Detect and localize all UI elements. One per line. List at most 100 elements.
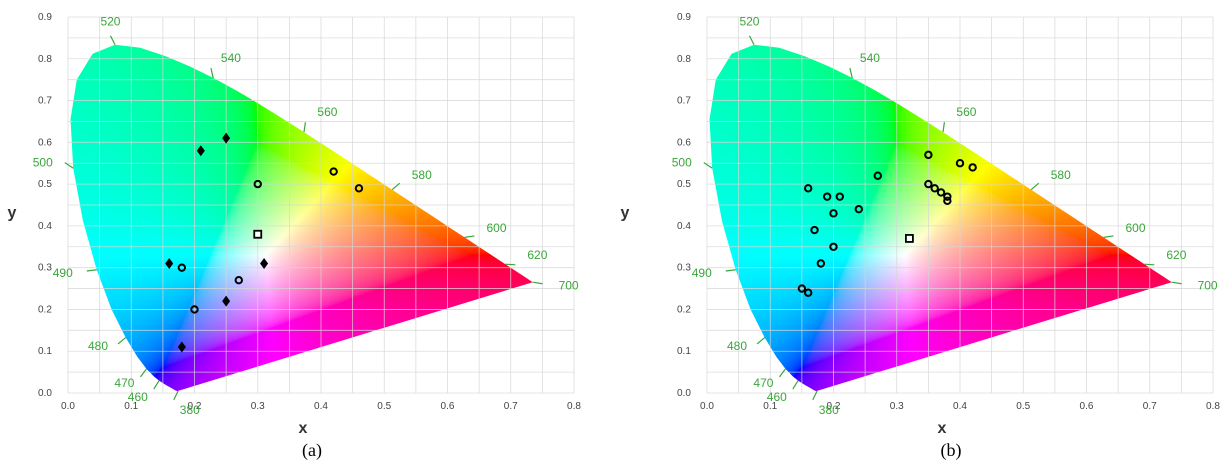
data-point-circle: [329, 167, 338, 176]
data-point-diamond: [222, 295, 231, 307]
y-tick-label: 0.1: [677, 346, 691, 357]
x-tick-label: 0.1: [763, 401, 777, 412]
y-tick-label: 0.7: [38, 96, 52, 107]
x-tick-label: 0.5: [377, 401, 391, 412]
grid: [67, 16, 575, 394]
data-point-circle: [943, 196, 952, 206]
y-tick-label: 0.9: [38, 12, 52, 23]
y-tick-label: 0.0: [677, 388, 691, 399]
wavelength-label: 520: [100, 15, 120, 29]
y-tick-label: 0.2: [677, 304, 691, 315]
x-tick-label: 0.4: [314, 401, 328, 412]
wavelength-label: 480: [727, 339, 747, 353]
y-tick-label: 0.4: [38, 221, 52, 232]
wavelength-label: 540: [221, 51, 241, 65]
y-tick-label: 0.7: [677, 96, 691, 107]
y-tick-label: 0.5: [38, 179, 52, 190]
x-axis-label: x: [299, 420, 308, 437]
wavelength-tick: [139, 368, 147, 378]
y-tick-label: 0.2: [38, 304, 52, 315]
data-point-diamond: [196, 145, 205, 157]
data-point-circle: [829, 209, 838, 218]
x-tick-label: 0.6: [441, 401, 455, 412]
chart-panel-b: 0.0 0.1 0.2 0.3 0.4 0.5 0.6 0.7 0.8 0.0 0.1 0.2 0.3 0…: [613, 0, 1226, 462]
wavelength-tick: [792, 380, 799, 390]
wavelength-tick: [64, 162, 74, 169]
y-tick-label: 0.1: [38, 346, 52, 357]
wavelength-tick: [703, 162, 713, 169]
x-tick-label: 0.2: [188, 401, 202, 412]
wavelength-tick: [1103, 235, 1114, 238]
panel-caption-a: (a): [302, 440, 322, 460]
data-point-circle: [943, 192, 952, 201]
wavelength-label: 700: [1198, 279, 1218, 293]
y-tick-label: 0.9: [677, 12, 691, 23]
data-point-circle: [190, 305, 199, 314]
x-tick-label: 0.0: [61, 401, 75, 412]
wavelength-label: 580: [1051, 168, 1071, 182]
data-point-circle: [253, 179, 262, 189]
y-tick-label: 0.3: [677, 263, 691, 274]
chromaticity-chart-b: 0.0 0.1 0.2 0.3 0.4 0.5 0.6 0.7 0.8 0.0 0.1 0.2 0.3 0…: [621, 12, 1221, 437]
panel-caption-b: (b): [940, 440, 962, 460]
x-tick-label: 0.4: [953, 401, 967, 412]
wavelength-tick: [532, 281, 543, 285]
x-tick-label: 0.2: [827, 401, 841, 412]
data-point-circle: [924, 179, 933, 189]
data-point-circle: [854, 204, 864, 214]
wavelength-label: 560: [956, 105, 976, 119]
wavelength-tick: [86, 269, 97, 272]
wavelength-tick: [464, 235, 475, 238]
wavelength-tick: [1144, 263, 1155, 266]
data-point-circle: [930, 184, 939, 193]
wavelength-tick: [153, 380, 160, 390]
wavelength-tick: [756, 337, 766, 345]
data-point-circle: [354, 184, 364, 193]
wavelength-tick: [109, 35, 116, 45]
wavelength-label: 540: [860, 51, 880, 65]
data-point-circle: [924, 150, 933, 160]
wavelength-label: 460: [128, 390, 148, 404]
x-tick-label: 0.0: [700, 401, 714, 412]
y-tick-label: 0.8: [38, 54, 52, 65]
data-point-circle: [873, 171, 882, 180]
wavelength-label: 580: [412, 168, 432, 182]
data-point-circle: [955, 159, 965, 168]
data-point-circle: [234, 276, 243, 285]
wavelength-tick: [505, 263, 516, 266]
x-tick-label: 0.8: [567, 401, 581, 412]
wavelength-tick: [117, 337, 127, 345]
wavelength-label: 620: [527, 248, 547, 262]
x-tick-label: 0.3: [890, 401, 904, 412]
x-axis-label: x: [938, 420, 947, 437]
wavelength-tick: [748, 35, 755, 45]
data-point-circle: [968, 163, 977, 172]
data-point-circle: [797, 284, 807, 293]
wavelength-tick: [1030, 182, 1040, 191]
data-point-circle: [829, 242, 838, 251]
data-point-diamond: [165, 257, 174, 269]
y-tick-label: 0.3: [38, 263, 52, 274]
wavelength-tick: [778, 368, 786, 378]
y-tick-label: 0.5: [677, 179, 691, 190]
wavelength-label: 490: [692, 266, 712, 280]
y-tick-label: 0.4: [677, 221, 691, 232]
grid: [706, 16, 1214, 394]
data-point-circle: [804, 288, 813, 297]
wavelength-label: 700: [559, 279, 579, 293]
data-point-square: [904, 234, 914, 243]
wavelength-label: 490: [53, 266, 73, 280]
x-tick-label: 0.3: [251, 401, 265, 412]
wavelength-label: 500: [33, 156, 53, 170]
wavelength-tick: [391, 182, 401, 191]
data-point-circle: [177, 263, 187, 272]
x-tick-label: 0.5: [1016, 401, 1030, 412]
data-point-square: [253, 229, 263, 239]
wavelength-tick: [1171, 281, 1182, 285]
wavelength-label: 620: [1166, 248, 1186, 262]
wavelength-tick: [849, 68, 853, 79]
wavelength-tick: [303, 122, 307, 133]
wavelength-tick: [173, 390, 179, 401]
x-tick-label: 0.7: [504, 401, 518, 412]
x-tick-label: 0.8: [1206, 401, 1220, 412]
